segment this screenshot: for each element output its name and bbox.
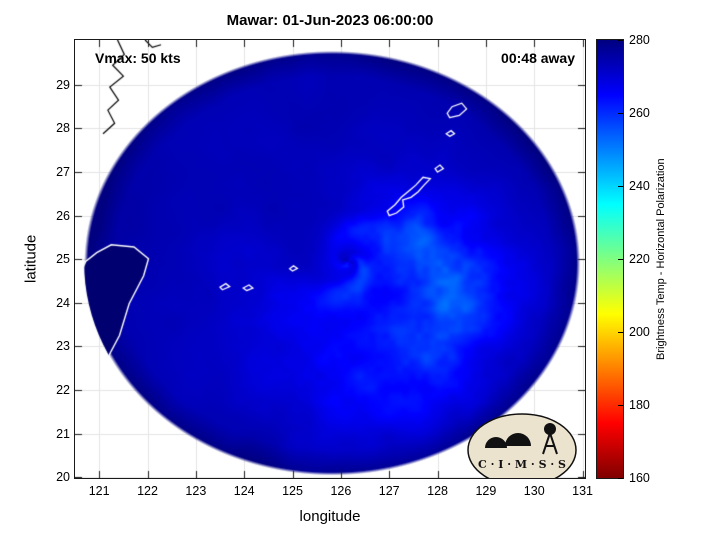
plot-title: Mawar: 01-Jun-2023 06:00:00 bbox=[226, 12, 434, 29]
colorbar-tick-label: 260 bbox=[629, 106, 650, 120]
colorbar-tick-mark bbox=[618, 39, 623, 41]
x-tick-label: 125 bbox=[282, 484, 303, 498]
y-tick-label: 25 bbox=[56, 252, 70, 267]
colorbar-tick-mark bbox=[618, 331, 623, 333]
cimss-logo-text: C · I · M · S · S bbox=[478, 458, 566, 471]
y-tick-label: 24 bbox=[56, 295, 70, 310]
y-tick-label: 28 bbox=[56, 121, 70, 136]
y-tick-label: 20 bbox=[56, 470, 70, 485]
cimss-logo: C · I · M · S · S bbox=[467, 413, 577, 478]
colorbar-tick-label: 240 bbox=[629, 179, 650, 193]
colorbar-tick-mark bbox=[618, 112, 623, 114]
x-tick-label: 128 bbox=[427, 484, 448, 498]
y-tick-label: 21 bbox=[56, 426, 70, 441]
x-tick-label: 130 bbox=[523, 484, 545, 498]
x-axis-label: longitude bbox=[299, 508, 361, 525]
radome-icon bbox=[485, 437, 507, 448]
eta-annotation: 00:48 away bbox=[501, 50, 575, 66]
y-tick-label: 26 bbox=[56, 208, 70, 223]
y-tick-label: 23 bbox=[56, 339, 70, 354]
colorbar-tick-label: 160 bbox=[629, 471, 650, 485]
x-tick-label: 122 bbox=[137, 484, 158, 498]
colorbar-tick-label: 280 bbox=[629, 33, 650, 47]
antenna-tower-icon bbox=[542, 432, 558, 455]
colorbar-tick-label: 220 bbox=[629, 252, 650, 266]
satellite-image-canvas bbox=[75, 40, 585, 478]
x-tick-label: 123 bbox=[185, 484, 207, 498]
plot-area bbox=[75, 40, 585, 478]
radome-icon bbox=[505, 433, 531, 446]
colorbar-tick-mark bbox=[618, 404, 623, 406]
x-tick-label: 127 bbox=[378, 484, 400, 498]
x-tick-label: 121 bbox=[88, 484, 110, 498]
vmax-annotation: Vmax: 50 kts bbox=[95, 50, 181, 66]
x-tick-label: 131 bbox=[572, 484, 594, 498]
colorbar-tick-mark bbox=[618, 477, 623, 479]
colorbar-label: Brightness Temp - Horizontal Polarizatio… bbox=[655, 158, 667, 360]
y-tick-label: 22 bbox=[56, 382, 70, 397]
colorbar-tick-label: 180 bbox=[629, 398, 650, 412]
x-tick-label: 126 bbox=[330, 484, 352, 498]
colorbar-tick-label: 200 bbox=[629, 325, 650, 339]
satellite-dish-icon bbox=[544, 423, 556, 435]
y-tick-label: 29 bbox=[56, 77, 70, 92]
x-tick-label: 124 bbox=[233, 484, 255, 498]
colorbar-tick-mark bbox=[618, 258, 623, 260]
colorbar-tick-mark bbox=[618, 185, 623, 187]
y-tick-label: 27 bbox=[56, 165, 70, 180]
x-tick-label: 129 bbox=[475, 484, 497, 498]
